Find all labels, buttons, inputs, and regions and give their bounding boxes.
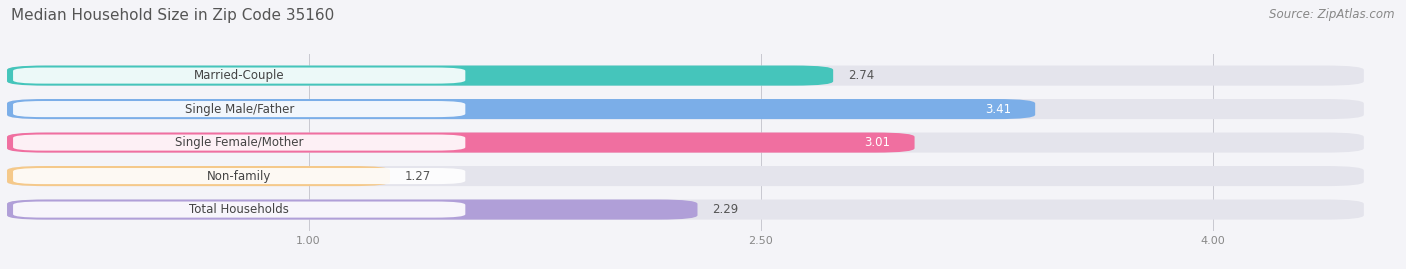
- Text: Single Female/Mother: Single Female/Mother: [174, 136, 304, 149]
- Text: 2.29: 2.29: [713, 203, 738, 216]
- FancyBboxPatch shape: [7, 133, 914, 153]
- FancyBboxPatch shape: [7, 200, 1364, 220]
- Text: Median Household Size in Zip Code 35160: Median Household Size in Zip Code 35160: [11, 8, 335, 23]
- Text: Non-family: Non-family: [207, 169, 271, 183]
- FancyBboxPatch shape: [7, 200, 697, 220]
- Text: Married-Couple: Married-Couple: [194, 69, 284, 82]
- FancyBboxPatch shape: [13, 201, 465, 218]
- FancyBboxPatch shape: [7, 66, 1364, 86]
- FancyBboxPatch shape: [7, 166, 389, 186]
- FancyBboxPatch shape: [13, 101, 465, 117]
- Text: Source: ZipAtlas.com: Source: ZipAtlas.com: [1270, 8, 1395, 21]
- FancyBboxPatch shape: [7, 133, 1364, 153]
- Text: Single Male/Father: Single Male/Father: [184, 102, 294, 116]
- FancyBboxPatch shape: [13, 168, 465, 184]
- FancyBboxPatch shape: [7, 99, 1035, 119]
- Text: 2.74: 2.74: [848, 69, 875, 82]
- FancyBboxPatch shape: [7, 166, 1364, 186]
- FancyBboxPatch shape: [7, 66, 834, 86]
- FancyBboxPatch shape: [13, 68, 465, 84]
- Text: 1.27: 1.27: [405, 169, 432, 183]
- Text: 3.41: 3.41: [986, 102, 1011, 116]
- Text: Total Households: Total Households: [190, 203, 290, 216]
- FancyBboxPatch shape: [13, 134, 465, 151]
- FancyBboxPatch shape: [7, 99, 1364, 119]
- Text: 3.01: 3.01: [865, 136, 890, 149]
